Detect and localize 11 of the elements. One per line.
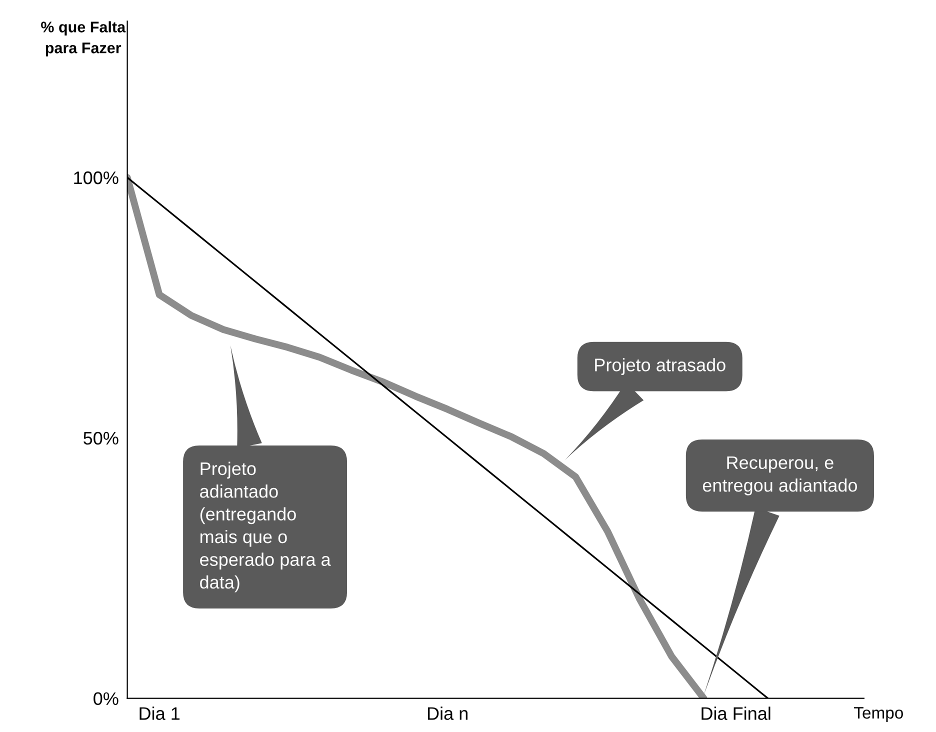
y-tick-label: 0% [94,692,118,706]
y-tick-label: 100% [74,171,118,184]
x-tick-label: Dia n [428,706,468,720]
y-axis-title: % que Falta para Fazer [41,21,126,56]
x-axis-title: Tempo [854,707,903,722]
y-tick-label: 50% [84,432,118,445]
x-tick-label: Dia 1 [140,706,180,720]
annotation: Projeto adiantado (entregando mais que o esperado para a data) [200,462,331,592]
annotation: Recuperou, e entregou adiantado [702,456,858,496]
x-tick-label: Dia Final [702,706,770,720]
annotation: Projeto atrasado [595,358,726,375]
